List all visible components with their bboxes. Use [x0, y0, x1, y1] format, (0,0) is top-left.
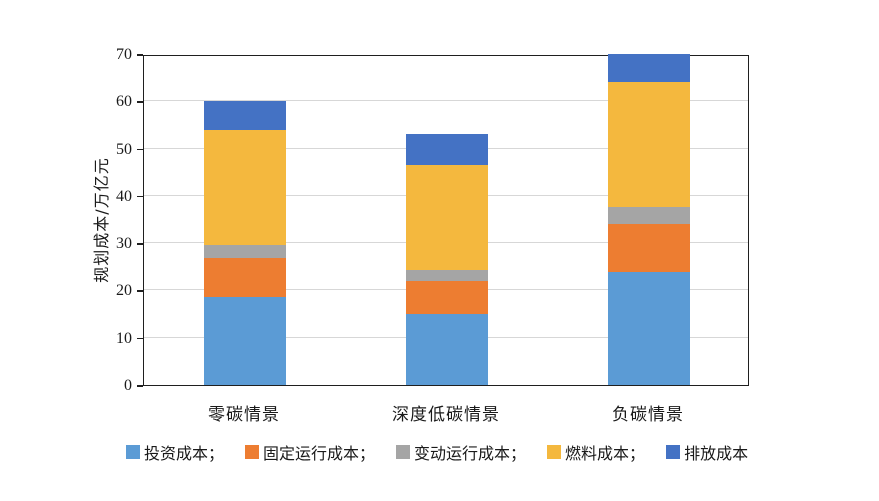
legend-swatch-icon [245, 445, 260, 459]
legend-item-fuel-cost: 燃料成本； [547, 440, 645, 464]
y-tick-mark-70 [137, 54, 143, 56]
y-tick-mark-0 [137, 385, 143, 387]
y-tick-label-50: 50 [116, 140, 132, 158]
bar-segment-investment-cost [608, 272, 690, 385]
gridline-60 [144, 100, 748, 102]
legend: 投资成本； 固定运行成本； 变动运行成本； 燃料成本； 排放成本 [126, 440, 748, 464]
x-axis-label-1: 深度低碳情景 [392, 405, 500, 425]
plot-area [143, 54, 749, 386]
y-tick-mark-40 [137, 195, 143, 198]
y-tick-label-60: 60 [116, 93, 132, 111]
bar-category-2 [608, 54, 690, 385]
bar-segment-fixed-operating-cost [608, 223, 690, 273]
y-tick-label-0: 0 [124, 377, 132, 394]
legend-label: 变动运行成本； [414, 444, 527, 463]
legend-swatch-icon [666, 445, 681, 459]
y-tick-label-40: 40 [116, 187, 132, 205]
x-axis-label-0: 零碳情景 [208, 405, 280, 425]
bar-segment-investment-cost [204, 297, 286, 385]
bar-segment-emission-cost [406, 134, 488, 166]
y-tick-label-10: 10 [116, 329, 132, 347]
legend-item-investment-cost: 投资成本； [126, 440, 224, 464]
legend-swatch-icon [126, 445, 140, 459]
legend-label: 固定运行成本； [263, 444, 376, 463]
legend-label: 排放成本 [684, 444, 749, 463]
bar-segment-variable-operating-cost [406, 270, 488, 281]
bar-segment-fixed-operating-cost [204, 258, 286, 298]
bar-segment-emission-cost [204, 101, 286, 130]
bar-segment-fuel-cost [204, 129, 286, 245]
y-tick-mark-60 [137, 101, 143, 103]
y-tick-mark-50 [137, 148, 143, 151]
y-tick-mark-10 [137, 337, 143, 340]
bar-segment-fixed-operating-cost [406, 280, 488, 315]
bar-segment-fuel-cost [406, 165, 488, 271]
x-axis-label-2: 负碳情景 [612, 405, 684, 425]
legend-swatch-icon [547, 445, 562, 459]
bar-segment-fuel-cost [608, 82, 690, 207]
y-tick-mark-20 [137, 290, 143, 292]
bar-segment-variable-operating-cost [608, 206, 690, 224]
bar-segment-investment-cost [406, 314, 488, 385]
legend-item-fixed-operating-cost: 固定运行成本； [245, 440, 375, 464]
legend-label: 燃料成本； [565, 444, 646, 463]
y-tick-label-30: 30 [116, 235, 132, 253]
legend-label: 投资成本； [144, 444, 225, 463]
legend-item-variable-operating-cost: 变动运行成本； [396, 440, 526, 464]
y-tick-mark-30 [137, 243, 143, 245]
bar-category-1 [406, 134, 488, 385]
y-tick-label-70: 70 [116, 46, 132, 63]
y-axis-title: 规划成本/万亿元 [92, 157, 111, 283]
bar-segment-emission-cost [608, 54, 690, 83]
bar-category-0 [204, 101, 286, 385]
legend-swatch-icon [396, 445, 411, 459]
legend-item-emission-cost: 排放成本 [666, 440, 748, 464]
y-tick-label-20: 20 [116, 282, 132, 300]
bar-segment-variable-operating-cost [204, 244, 286, 259]
